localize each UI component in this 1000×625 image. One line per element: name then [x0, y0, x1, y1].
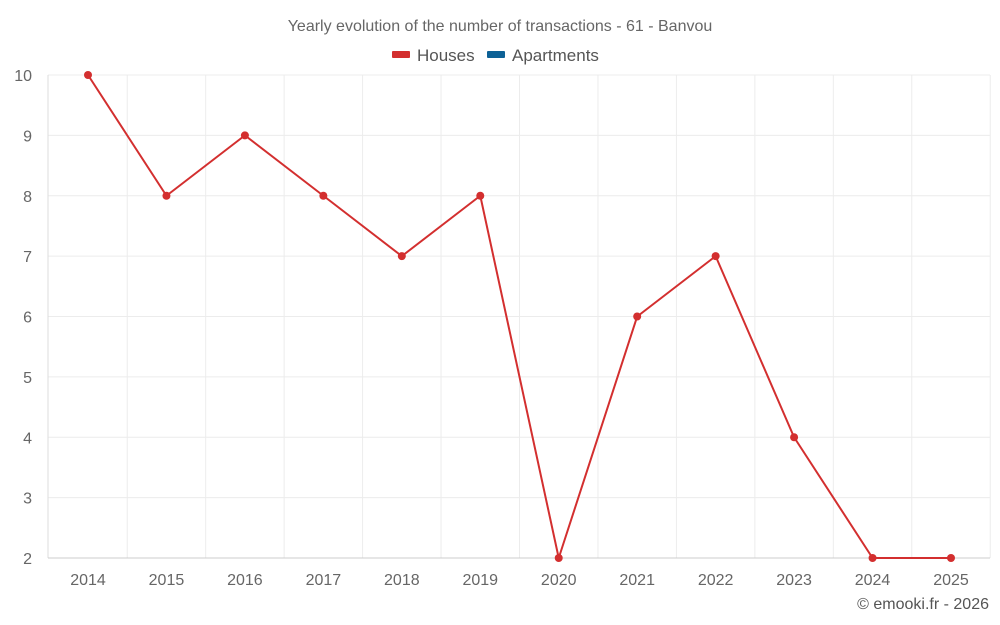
data-point-houses[interactable]: [319, 191, 328, 200]
y-tick-label: 9: [23, 128, 32, 145]
data-point-houses[interactable]: [84, 71, 92, 79]
legend-item-houses[interactable]: Houses: [392, 46, 475, 65]
x-tick-label: 2019: [462, 572, 498, 589]
x-tick-label: 2014: [70, 572, 106, 589]
series-houses: [84, 71, 955, 562]
legend-item-apartments[interactable]: Apartments: [487, 46, 599, 65]
y-tick-label: 10: [14, 68, 32, 85]
y-tick-label: 8: [23, 189, 32, 206]
y-tick-label: 7: [23, 249, 32, 266]
x-tick-label: 2018: [384, 572, 420, 589]
grid: [48, 74, 991, 558]
data-point-houses[interactable]: [476, 191, 485, 200]
legend-label-houses: Houses: [417, 46, 475, 65]
x-tick-label: 2022: [698, 572, 734, 589]
y-tick-label: 4: [23, 430, 32, 447]
credit: © emooki.fr - 2026: [857, 596, 989, 613]
data-point-houses[interactable]: [240, 131, 249, 140]
legend-label-apartments: Apartments: [512, 46, 599, 65]
data-point-houses[interactable]: [554, 554, 563, 562]
data-point-houses[interactable]: [947, 554, 955, 562]
x-tick-label: 2016: [227, 572, 263, 589]
data-point-houses[interactable]: [162, 191, 171, 200]
legend: Houses Apartments: [392, 46, 599, 65]
x-tick-label: 2025: [933, 572, 969, 589]
x-tick-label: 2021: [619, 572, 655, 589]
x-tick-label: 2020: [541, 572, 577, 589]
y-axis-ticks: 2 3 4 5 6 7 8 9 10: [14, 68, 32, 568]
data-point-houses[interactable]: [397, 252, 406, 261]
chart-title: Yearly evolution of the number of transa…: [288, 18, 713, 35]
data-point-houses[interactable]: [633, 312, 642, 321]
legend-swatch-houses: [392, 51, 410, 58]
data-point-houses[interactable]: [868, 554, 877, 562]
y-tick-label: 5: [23, 370, 32, 387]
series-line-houses: [87, 74, 951, 559]
x-tick-label: 2015: [149, 572, 185, 589]
x-tick-label: 2023: [776, 572, 812, 589]
x-tick-label: 2024: [855, 572, 891, 589]
axes: [47, 75, 990, 559]
y-tick-label: 3: [23, 491, 32, 508]
y-tick-label: 6: [23, 310, 32, 327]
data-point-houses[interactable]: [790, 433, 799, 442]
data-point-houses[interactable]: [711, 252, 720, 261]
y-tick-label: 2: [23, 551, 32, 568]
x-axis-ticks: 2014 2015 2016 2017 2018 2019 2020 2021 2022 2023…: [70, 572, 969, 589]
x-tick-label: 2017: [306, 572, 342, 589]
legend-swatch-apartments: [487, 51, 505, 58]
